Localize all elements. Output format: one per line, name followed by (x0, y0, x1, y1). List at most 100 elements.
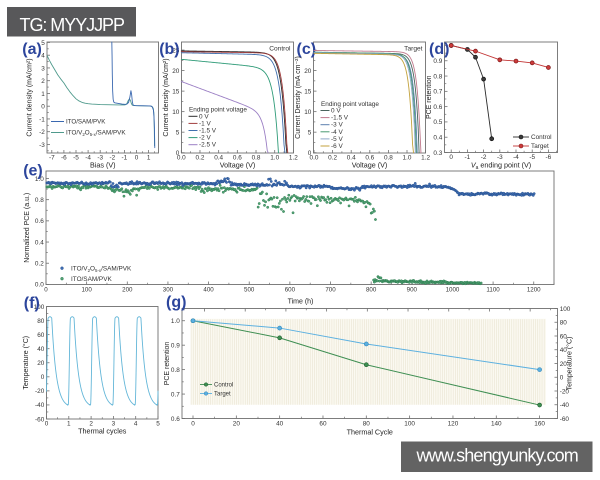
svg-text:600: 600 (285, 287, 296, 294)
svg-text:0.4: 0.4 (347, 154, 356, 161)
svg-text:-6: -6 (546, 154, 552, 161)
svg-text:0.4: 0.4 (214, 154, 223, 161)
svg-text:20: 20 (37, 360, 45, 367)
svg-text:0.4: 0.4 (35, 239, 44, 246)
svg-text:0 V: 0 V (331, 108, 341, 115)
svg-text:1: 1 (67, 420, 71, 427)
svg-text:0.6: 0.6 (35, 218, 44, 225)
svg-text:PCE retention: PCE retention (426, 75, 433, 119)
svg-text:0.8: 0.8 (171, 367, 180, 374)
svg-text:0.2: 0.2 (196, 154, 205, 161)
svg-text:-5 V: -5 V (331, 136, 343, 143)
svg-text:15: 15 (304, 88, 312, 95)
svg-text:0.7: 0.7 (433, 89, 442, 96)
svg-text:60: 60 (560, 333, 568, 340)
svg-text:TG: MYYJJPP: TG: MYYJJPP (20, 15, 126, 35)
svg-text:-2 V: -2 V (199, 135, 211, 142)
svg-text:(a): (a) (22, 41, 42, 58)
svg-text:900: 900 (407, 287, 418, 294)
svg-text:-2: -2 (481, 154, 487, 161)
svg-text:0: 0 (44, 287, 48, 294)
svg-text:Control: Control (269, 46, 291, 53)
svg-text:60: 60 (319, 421, 327, 428)
svg-text:20: 20 (560, 361, 568, 368)
svg-text:100: 100 (404, 421, 415, 428)
svg-text:0 V: 0 V (199, 113, 209, 120)
svg-text:1000: 1000 (446, 287, 460, 294)
svg-text:1: 1 (147, 154, 151, 161)
svg-text:Current density (mA/cm²): Current density (mA/cm²) (27, 58, 34, 136)
svg-text:10: 10 (172, 109, 180, 116)
svg-text:Bias (V): Bias (V) (90, 161, 116, 170)
svg-text:Normalized PCE (a.u.): Normalized PCE (a.u.) (24, 193, 31, 263)
svg-text:0.3: 0.3 (433, 150, 442, 157)
svg-text:0: 0 (191, 421, 195, 428)
svg-text:4: 4 (134, 420, 138, 427)
svg-text:100: 100 (560, 306, 571, 313)
svg-text:ITO/SAM/PVK: ITO/SAM/PVK (71, 276, 112, 283)
svg-text:(g): (g) (166, 294, 186, 311)
svg-text:Control: Control (531, 134, 552, 141)
svg-text:1200: 1200 (527, 287, 541, 294)
svg-text:5: 5 (308, 129, 312, 136)
svg-text:5: 5 (41, 40, 45, 47)
svg-text:ITO/V2O5-x/SAM/PVK: ITO/V2O5-x/SAM/PVK (66, 130, 126, 138)
svg-text:160: 160 (534, 421, 545, 428)
svg-text:-20: -20 (560, 388, 570, 395)
svg-text:-60: -60 (35, 416, 45, 423)
svg-text:0.7: 0.7 (171, 391, 180, 398)
svg-text:Target: Target (531, 143, 549, 150)
svg-text:2: 2 (89, 420, 93, 427)
svg-text:10: 10 (304, 109, 312, 116)
svg-text:0.6: 0.6 (433, 104, 442, 111)
svg-text:40: 40 (560, 347, 568, 354)
svg-text:(c): (c) (297, 41, 317, 58)
svg-text:2: 2 (41, 78, 45, 85)
svg-text:60: 60 (37, 332, 45, 339)
svg-text:-6: -6 (61, 154, 67, 161)
svg-text:0.2: 0.2 (328, 154, 337, 161)
svg-text:Time (h): Time (h) (288, 299, 314, 306)
svg-text:Current density (mA/cm²): Current density (mA/cm²) (163, 58, 170, 136)
svg-text:1.0: 1.0 (171, 318, 180, 325)
svg-text:-3: -3 (97, 154, 103, 161)
svg-text:ITO/V2O5-x/SAM/PVK: ITO/V2O5-x/SAM/PVK (71, 266, 132, 274)
svg-text:-3: -3 (497, 154, 503, 161)
svg-text:-7: -7 (49, 154, 55, 161)
svg-text:(d): (d) (429, 41, 449, 58)
svg-text:(e): (e) (23, 163, 43, 180)
svg-text:-5: -5 (73, 154, 79, 161)
svg-text:Target: Target (404, 46, 422, 53)
svg-text:80: 80 (560, 320, 568, 327)
svg-text:1.0: 1.0 (403, 154, 412, 161)
svg-text:1.0: 1.0 (35, 176, 44, 183)
svg-text:5: 5 (156, 420, 160, 427)
svg-text:0.9: 0.9 (433, 58, 442, 65)
svg-text:0.0: 0.0 (177, 154, 186, 161)
svg-text:www.shengyunky.com: www.shengyunky.com (416, 446, 578, 466)
svg-text:-5: -5 (529, 154, 535, 161)
svg-text:Va ending point (V): Va ending point (V) (471, 161, 531, 172)
svg-text:Current Density (mA cm⁻²): Current Density (mA cm⁻²) (295, 56, 302, 139)
svg-text:40: 40 (276, 421, 284, 428)
svg-text:0.2: 0.2 (35, 261, 44, 268)
svg-text:1100: 1100 (486, 287, 500, 294)
svg-text:Ending point voltage: Ending point voltage (321, 101, 379, 108)
svg-text:20: 20 (172, 68, 180, 75)
svg-text:-4: -4 (85, 154, 91, 161)
svg-text:Thermal cycles: Thermal cycles (78, 427, 127, 436)
svg-text:-3 V: -3 V (331, 122, 343, 129)
svg-text:0: 0 (308, 150, 312, 157)
svg-text:-40: -40 (35, 402, 45, 409)
svg-text:Voltage (V): Voltage (V) (220, 161, 256, 170)
svg-text:0.6: 0.6 (233, 154, 242, 161)
svg-text:(f): (f) (24, 295, 40, 312)
svg-text:0.0: 0.0 (35, 282, 44, 289)
svg-text:-1: -1 (39, 116, 45, 123)
svg-text:0.4: 0.4 (433, 135, 442, 142)
svg-text:80: 80 (37, 318, 45, 325)
svg-text:-6 V: -6 V (331, 143, 343, 150)
svg-text:0.9: 0.9 (171, 342, 180, 349)
svg-text:PCE retention: PCE retention (164, 342, 171, 386)
svg-text:400: 400 (203, 287, 214, 294)
